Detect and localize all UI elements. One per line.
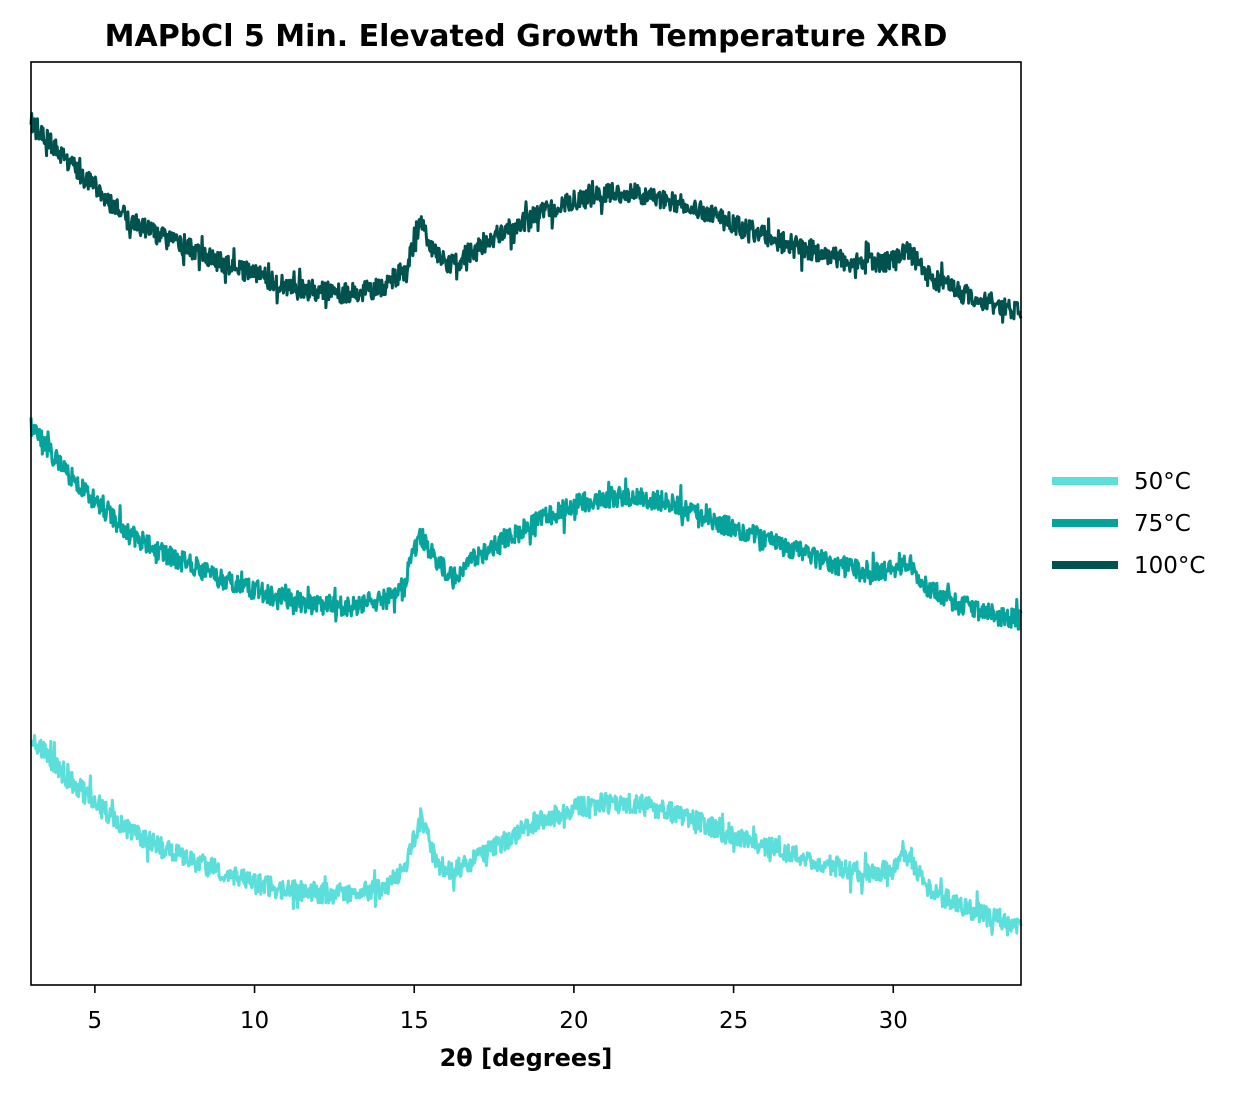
x-tick-label: 25 xyxy=(719,1008,748,1034)
legend: 50°C 75°C 100°C xyxy=(1052,469,1205,579)
series-layer xyxy=(29,111,1023,937)
x-tick-label: 10 xyxy=(240,1008,269,1034)
series-line-2 xyxy=(29,417,1023,631)
series-line-3 xyxy=(29,111,1023,324)
x-tick-label: 30 xyxy=(879,1008,908,1034)
x-tick-label: 20 xyxy=(559,1008,588,1034)
x-axis-ticks: 5 10 15 20 25 30 xyxy=(88,985,908,1034)
x-tick-label: 5 xyxy=(88,1008,103,1034)
series-line-1 xyxy=(29,733,1023,937)
legend-label-3: 100°C xyxy=(1134,553,1205,579)
legend-label-2: 75°C xyxy=(1134,511,1191,537)
plot-frame xyxy=(30,61,1022,986)
chart-title: MAPbCl 5 Min. Elevated Growth Temperatur… xyxy=(105,19,948,54)
x-axis-label: 2θ [degrees] xyxy=(440,1044,613,1072)
x-tick-label: 15 xyxy=(400,1008,429,1034)
legend-label-1: 50°C xyxy=(1134,469,1191,495)
